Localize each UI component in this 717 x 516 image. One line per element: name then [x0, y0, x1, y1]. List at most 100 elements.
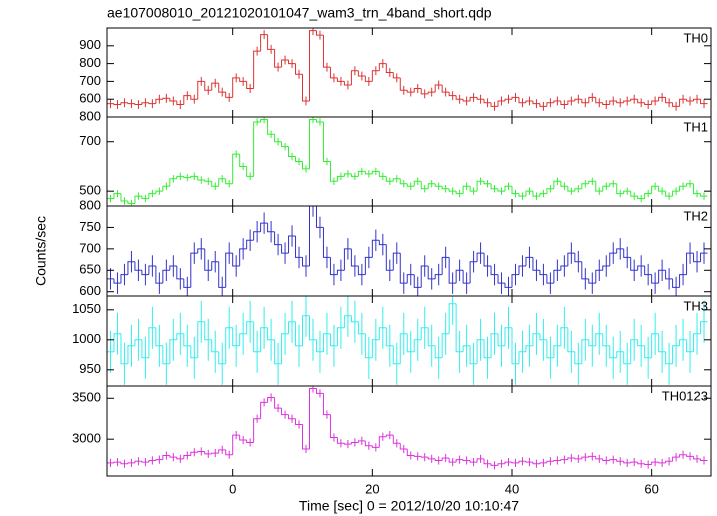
step: [260, 118, 268, 122]
step: [336, 327, 345, 346]
step: [343, 173, 352, 177]
step: [343, 81, 352, 86]
step: [644, 266, 652, 276]
step: [672, 456, 680, 462]
step: [413, 180, 422, 187]
plot-area: [107, 28, 708, 111]
step: [127, 102, 135, 105]
step: [560, 459, 568, 461]
step: [364, 440, 373, 447]
step: [288, 321, 296, 334]
step: [274, 397, 282, 409]
step: [218, 261, 226, 288]
step: [274, 231, 282, 246]
step: [148, 459, 156, 463]
step: [609, 100, 617, 105]
step: [567, 186, 575, 192]
step: [469, 345, 478, 365]
step: [574, 188, 582, 192]
step: [413, 339, 422, 352]
step: [239, 154, 247, 167]
step: [588, 278, 596, 284]
step: [658, 186, 666, 192]
step: [427, 457, 436, 460]
step: [148, 193, 156, 199]
step: [651, 100, 659, 105]
step: [539, 270, 547, 276]
step: [518, 265, 526, 275]
step: [560, 100, 568, 106]
step: [127, 462, 135, 464]
y-tick-label: 1000: [72, 331, 101, 346]
step: [357, 170, 366, 177]
step: [700, 252, 708, 262]
step: [183, 176, 191, 179]
step: [693, 253, 701, 263]
step: [141, 196, 149, 200]
step: [281, 408, 289, 416]
step: [176, 333, 184, 340]
step: [511, 274, 519, 288]
step: [211, 452, 219, 454]
y-tick-label: 950: [79, 361, 101, 376]
step: [441, 84, 450, 93]
step: [483, 181, 492, 185]
step: [302, 257, 310, 267]
step: [308, 387, 317, 449]
step: [329, 414, 338, 439]
x-tick-label: 0: [229, 481, 236, 496]
step: [476, 180, 485, 192]
step: [406, 449, 415, 457]
step: [518, 351, 526, 364]
step: [308, 118, 317, 169]
y-tick-label: 3500: [72, 390, 101, 405]
step: [392, 72, 401, 79]
step: [623, 100, 631, 103]
step: [679, 339, 687, 346]
step: [155, 190, 163, 194]
step: [665, 97, 673, 104]
step: [588, 96, 596, 103]
step: [448, 188, 457, 192]
step: [637, 196, 645, 200]
step: [651, 185, 659, 194]
step: [322, 121, 331, 162]
step: [288, 414, 296, 420]
step: [658, 462, 666, 464]
step: [434, 274, 443, 279]
step: [434, 458, 443, 461]
step: [246, 440, 254, 443]
step: [232, 77, 240, 98]
step: [162, 97, 170, 100]
step: [315, 206, 324, 228]
step: [288, 235, 296, 254]
step: [630, 191, 638, 197]
step: [127, 261, 135, 275]
step: [406, 333, 415, 353]
y-tick-label: 800: [79, 108, 101, 123]
step: [623, 351, 631, 365]
step: [225, 92, 233, 98]
step: [371, 170, 380, 174]
step: [518, 97, 526, 104]
step: [225, 252, 233, 288]
step: [567, 327, 575, 353]
step: [295, 418, 303, 425]
step: [630, 257, 638, 271]
step: [427, 91, 436, 94]
step: [385, 244, 394, 271]
step: [113, 333, 121, 352]
step: [392, 178, 401, 182]
step: [658, 96, 666, 101]
step: [546, 339, 554, 359]
step: [288, 60, 296, 65]
step: [406, 274, 415, 284]
step: [686, 99, 694, 102]
step: [336, 269, 345, 275]
plot-area: [107, 386, 708, 470]
step: [113, 103, 121, 106]
step: [274, 49, 282, 68]
step: [288, 146, 296, 158]
step: [253, 418, 261, 443]
step: [141, 102, 149, 105]
